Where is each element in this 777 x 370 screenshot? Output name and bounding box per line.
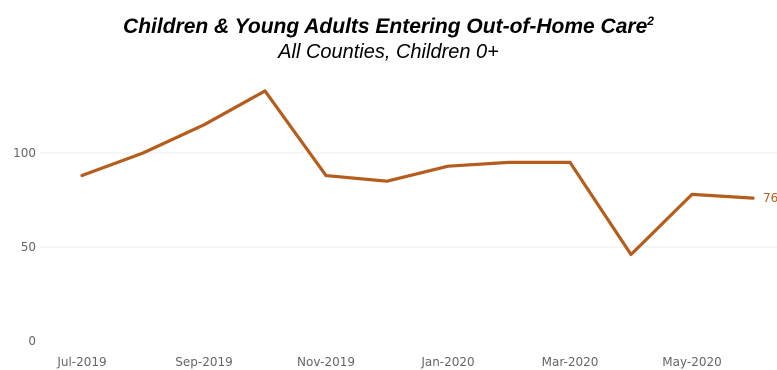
chart-title-text: Children & Young Adults Entering Out-of-… <box>123 15 648 38</box>
data-point-jul-2019 <box>80 174 83 177</box>
chart-header: Children & Young Adults Entering Out-of-… <box>0 14 777 64</box>
title-footnote-marker: 2 <box>647 14 654 28</box>
y-tick-label-50: 50 <box>21 240 36 254</box>
data-point-nov-2019 <box>324 174 327 177</box>
y-axis: 0 50 100 <box>13 146 36 348</box>
data-point-may-2020 <box>690 193 693 196</box>
data-point-jun-2020 <box>751 197 754 200</box>
data-point-jan-2020 <box>446 165 449 168</box>
x-tick-label-jan-2020: Jan-2020 <box>420 355 474 369</box>
x-tick-label-may-2020: May-2020 <box>662 355 721 369</box>
series-line-0 <box>80 89 755 257</box>
chart-subtitle: All Counties, Children 0+ <box>278 41 499 63</box>
y-tick-label-0: 0 <box>28 334 36 348</box>
data-labels: 76 <box>763 191 777 205</box>
x-axis: Jul-2019 Sep-2019 Nov-2019 Jan-2020 Mar-2020… <box>56 355 721 369</box>
data-point-aug-2019 <box>141 151 144 154</box>
data-point-sep-2019 <box>202 123 205 126</box>
x-tick-label-jul-2019: Jul-2019 <box>56 355 106 369</box>
y-tick-label-100: 100 <box>13 146 36 160</box>
data-point-dec-2019 <box>385 180 388 183</box>
x-tick-label-nov-2019: Nov-2019 <box>297 355 355 369</box>
gridlines <box>40 152 777 248</box>
x-tick-label-mar-2020: Mar-2020 <box>542 355 599 369</box>
data-point-apr-2020 <box>629 253 632 256</box>
series-layer <box>80 89 755 257</box>
x-tick-label-sep-2019: Sep-2019 <box>175 355 233 369</box>
data-point-mar-2020 <box>568 161 571 164</box>
chart-title: Children & Young Adults Entering Out-of-… <box>0 14 777 40</box>
data-point-oct-2019 <box>263 89 266 92</box>
data-point-feb-2020 <box>507 161 510 164</box>
end-data-label: 76 <box>763 191 777 205</box>
